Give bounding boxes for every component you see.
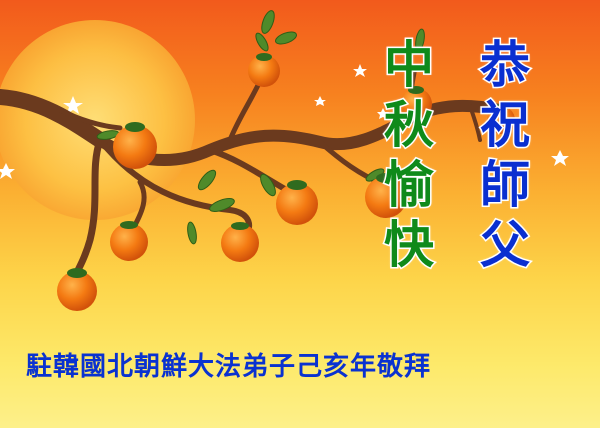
greeting-column-left: 中 秋 愉 快 bbox=[383, 36, 436, 280]
greeting-char: 祝 bbox=[479, 96, 532, 154]
moon bbox=[0, 20, 195, 220]
leaf bbox=[187, 221, 197, 245]
leaf bbox=[415, 28, 425, 52]
persimmon bbox=[57, 271, 97, 311]
calyx bbox=[408, 86, 424, 94]
persimmon bbox=[113, 125, 157, 169]
calyx bbox=[494, 104, 508, 112]
leaf bbox=[275, 31, 297, 45]
persimmon bbox=[487, 106, 515, 134]
calyxes bbox=[67, 53, 508, 278]
signature-line: 駐韓國北朝鮮大法弟子己亥年敬拜 bbox=[26, 352, 432, 382]
persimmon bbox=[110, 223, 148, 261]
greeting-char: 愉 bbox=[383, 156, 436, 214]
greeting-char: 師 bbox=[479, 156, 532, 214]
leaf bbox=[197, 169, 217, 191]
star bbox=[377, 108, 389, 119]
greeting-char: 秋 bbox=[383, 96, 436, 154]
star bbox=[314, 96, 326, 106]
greeting-column-right: 恭 祝 師 父 bbox=[479, 36, 532, 280]
star bbox=[551, 150, 569, 166]
calyx bbox=[231, 222, 249, 230]
star bbox=[0, 163, 15, 179]
leaf bbox=[255, 32, 269, 52]
leaf bbox=[260, 173, 276, 197]
greeting-char: 中 bbox=[383, 36, 436, 94]
leaf bbox=[209, 198, 235, 212]
persimmon bbox=[221, 224, 259, 262]
star bbox=[353, 64, 367, 77]
stars bbox=[0, 64, 569, 179]
persimmon bbox=[276, 183, 318, 225]
persimmons bbox=[57, 55, 515, 311]
star bbox=[63, 96, 83, 114]
calyx bbox=[256, 53, 272, 61]
persimmon bbox=[365, 176, 407, 218]
leaf bbox=[261, 10, 275, 34]
calyx bbox=[376, 173, 396, 183]
greeting-char: 恭 bbox=[479, 36, 532, 94]
calyx bbox=[67, 268, 87, 278]
calyx bbox=[287, 180, 307, 190]
calyx bbox=[120, 221, 138, 229]
calyx bbox=[125, 122, 145, 132]
greeting-char: 快 bbox=[383, 216, 436, 274]
greeting-char: 父 bbox=[479, 216, 532, 274]
persimmon bbox=[400, 88, 432, 120]
persimmon bbox=[248, 55, 280, 87]
